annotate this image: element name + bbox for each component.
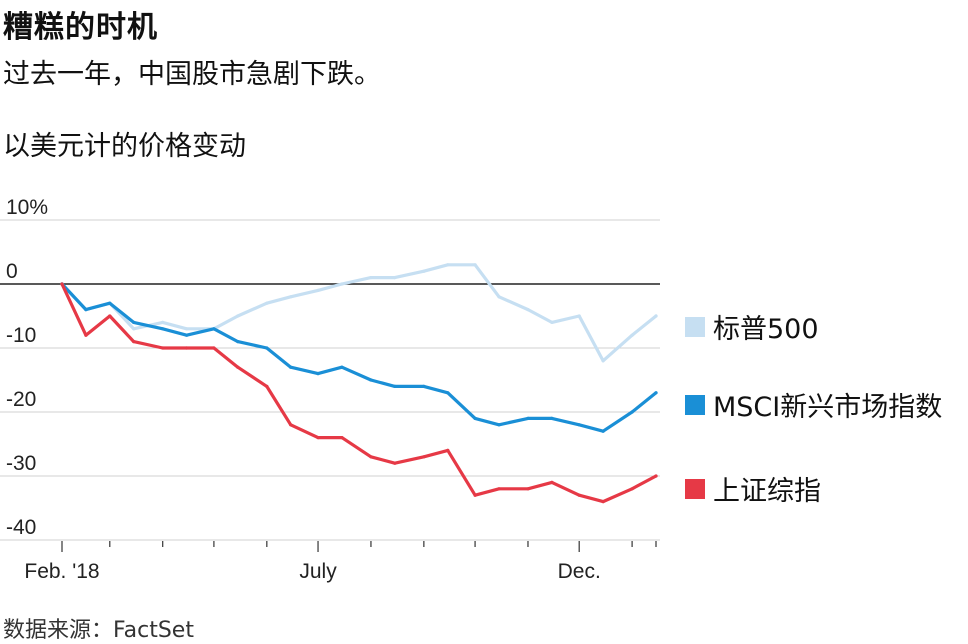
data-point <box>630 410 634 414</box>
data-point <box>132 327 136 331</box>
data-point <box>185 346 189 350</box>
data-point <box>393 384 397 388</box>
data-point <box>212 346 216 350</box>
data-point <box>265 384 269 388</box>
y-tick-label: -40 <box>6 516 36 539</box>
legend-item-shanghai: 上证综指 <box>685 469 821 508</box>
data-point <box>422 384 426 388</box>
data-point <box>369 378 373 382</box>
data-point <box>132 340 136 344</box>
data-point <box>446 391 450 395</box>
data-point <box>601 359 605 363</box>
data-point <box>212 327 216 331</box>
data-point <box>161 327 165 331</box>
data-point <box>550 480 554 484</box>
legend-item-sp500: 标普500 <box>685 307 819 346</box>
data-point <box>369 455 373 459</box>
gridlines <box>0 219 660 541</box>
legend-item-msci-em: MSCI新兴市场指数 <box>685 385 942 424</box>
series-lines <box>60 263 658 504</box>
data-point <box>601 500 605 504</box>
data-point <box>473 263 477 267</box>
data-point <box>526 416 530 420</box>
legend-swatch <box>685 478 705 499</box>
data-point <box>601 429 605 433</box>
data-point <box>265 301 269 305</box>
data-point <box>393 461 397 465</box>
data-point <box>108 314 112 318</box>
x-tick-label: Feb. '18 <box>24 560 99 583</box>
data-point <box>132 320 136 324</box>
data-point <box>236 314 240 318</box>
data-point <box>316 372 320 376</box>
data-point <box>185 333 189 337</box>
y-tick-label: 0 <box>6 260 18 283</box>
data-point <box>340 365 344 369</box>
data-point <box>630 487 634 491</box>
chart-title: 糟糕的时机 <box>3 10 158 45</box>
x-tick-label: July <box>299 560 337 583</box>
series-line-1 <box>60 282 658 433</box>
x-axis: Feb. '18 July Dec. <box>24 541 657 583</box>
data-point <box>577 314 581 318</box>
data-point <box>654 474 658 478</box>
data-point <box>550 416 554 420</box>
data-point <box>393 276 397 280</box>
data-point <box>289 423 293 427</box>
data-point <box>654 314 658 318</box>
legend-swatch <box>685 316 705 337</box>
data-point <box>316 436 320 440</box>
source-note: 数据来源：FactSet <box>3 618 194 643</box>
data-point <box>577 423 581 427</box>
data-point <box>289 365 293 369</box>
unit-label: 以美元计的价格变动 <box>3 131 246 162</box>
data-point <box>473 416 477 420</box>
data-point <box>236 340 240 344</box>
chart-subtitle: 过去一年，中国股市急剧下跌。 <box>3 59 381 90</box>
data-point <box>550 320 554 324</box>
legend-label: 标普500 <box>713 314 819 345</box>
x-tick-label: Dec. <box>558 560 601 583</box>
data-point <box>236 365 240 369</box>
data-point <box>289 295 293 299</box>
data-point <box>497 487 501 491</box>
data-point <box>422 269 426 273</box>
data-point <box>84 308 88 312</box>
data-point <box>526 308 530 312</box>
data-point <box>84 333 88 337</box>
data-point <box>497 423 501 427</box>
series-line-0 <box>60 263 658 363</box>
data-point <box>630 333 634 337</box>
y-tick-label: -10 <box>6 324 36 347</box>
data-point <box>497 295 501 299</box>
data-point <box>60 282 64 286</box>
data-point <box>422 455 426 459</box>
data-point <box>185 327 189 331</box>
data-point <box>340 436 344 440</box>
data-point <box>316 288 320 292</box>
data-point <box>369 276 373 280</box>
y-axis-ticks: 10% 0 -10 -20 -30 -40 <box>6 196 48 539</box>
data-point <box>161 320 165 324</box>
legend-swatch <box>685 394 705 415</box>
data-point <box>654 391 658 395</box>
data-point <box>473 493 477 497</box>
legend-label: MSCI新兴市场指数 <box>713 392 943 423</box>
data-point <box>577 493 581 497</box>
data-point <box>108 301 112 305</box>
y-tick-label: -30 <box>6 452 36 475</box>
data-point <box>446 448 450 452</box>
data-point <box>265 346 269 350</box>
legend-label: 上证综指 <box>713 476 821 507</box>
data-point <box>526 487 530 491</box>
y-tick-label: -20 <box>6 388 36 411</box>
data-point <box>340 282 344 286</box>
series-line-2 <box>60 282 658 504</box>
y-tick-label: 10% <box>6 196 48 219</box>
data-point <box>446 263 450 267</box>
data-point <box>161 346 165 350</box>
